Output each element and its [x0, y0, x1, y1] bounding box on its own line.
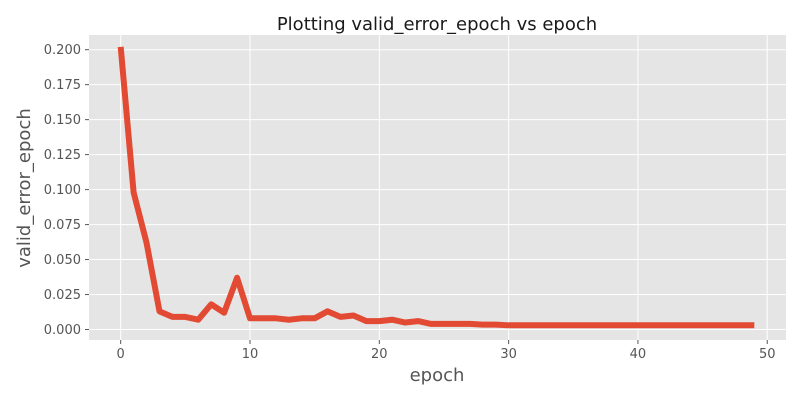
- y-tick-label: 0.150: [44, 113, 81, 128]
- grid-lines: [89, 35, 786, 340]
- series-group: [117, 46, 755, 329]
- plot-background: [89, 35, 786, 340]
- x-tick-label: 50: [759, 347, 776, 362]
- x-tick-label: 10: [242, 347, 259, 362]
- x-tick-label: 20: [371, 347, 388, 362]
- y-tick-label: 0.125: [44, 148, 81, 163]
- y-axis-ticks: 0.000 0.025 0.050 0.075 0.100 0.125 0.150 0.175…: [44, 43, 89, 338]
- y-tick-label: 0.025: [44, 288, 81, 303]
- x-tick-label: 30: [500, 347, 517, 362]
- x-axis-ticks: 0 10 20 30 40 50: [117, 340, 776, 362]
- y-tick-label: 0.200: [44, 43, 81, 58]
- x-axis-label: epoch: [410, 365, 465, 386]
- x-tick-label: 0: [117, 347, 125, 362]
- y-tick-label: 0.075: [44, 218, 81, 233]
- x-tick-label: 40: [630, 347, 647, 362]
- y-tick-label: 0.175: [44, 78, 81, 93]
- y-tick-label: 0.050: [44, 253, 81, 268]
- y-tick-label: 0.000: [44, 323, 81, 338]
- chart-title: Plotting valid_error_epoch vs epoch: [277, 14, 597, 35]
- series-line: [117, 46, 755, 329]
- y-tick-label: 0.100: [44, 183, 81, 198]
- y-axis-label: valid_error_epoch: [14, 108, 35, 268]
